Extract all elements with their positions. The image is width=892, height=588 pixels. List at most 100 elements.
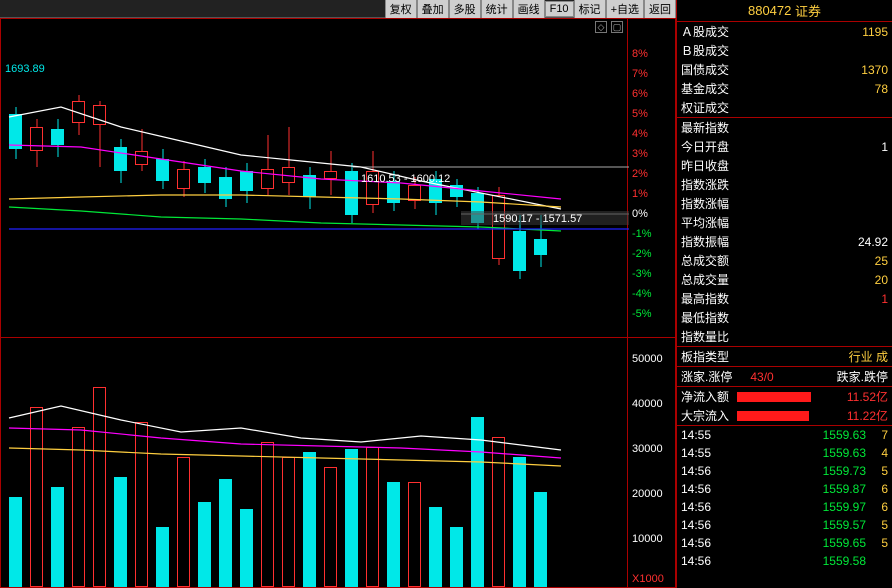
side-row: 国债成交1370 <box>677 60 892 79</box>
candle[interactable] <box>93 19 106 339</box>
volume-bar[interactable] <box>240 509 253 587</box>
tick-row: 14:551559.634 <box>677 444 892 462</box>
candle[interactable] <box>9 19 22 339</box>
candle-ytick: 4% <box>632 128 648 140</box>
volume-bar[interactable] <box>492 437 505 587</box>
toolbar-btn-2[interactable]: 多股 <box>449 0 481 19</box>
side-row: 最低指数 <box>677 308 892 327</box>
tick-price: 1559.63 <box>823 446 866 460</box>
tick-qty: 7 <box>866 428 888 442</box>
volume-bar[interactable] <box>219 479 232 587</box>
volume-bar[interactable] <box>177 457 190 587</box>
candle-ytick: -3% <box>632 268 652 280</box>
x1000-label: X1000 <box>632 573 664 585</box>
volume-bar[interactable] <box>282 457 295 587</box>
volume-bar[interactable] <box>513 457 526 587</box>
volume-bar[interactable] <box>156 527 169 587</box>
candle[interactable] <box>51 19 64 339</box>
volume-bar[interactable] <box>534 492 547 587</box>
candle[interactable] <box>114 19 127 339</box>
volume-bar[interactable] <box>345 449 358 587</box>
tick-qty: 6 <box>866 482 888 496</box>
candle[interactable] <box>324 19 337 339</box>
toolbar-btn-6[interactable]: 标记 <box>574 0 606 19</box>
toolbar-btn-7[interactable]: +自选 <box>606 0 644 19</box>
toolbar-btn-8[interactable]: 返回 <box>644 0 676 19</box>
volume-bar[interactable] <box>51 487 64 587</box>
zhangjia-row: 涨家.涨停 43/0 跌家.跌停 <box>677 367 892 386</box>
toolbar-btn-1[interactable]: 叠加 <box>417 0 449 19</box>
tick-time: 14:56 <box>681 554 729 568</box>
volume-panel[interactable] <box>0 338 628 588</box>
volume-bar[interactable] <box>366 447 379 587</box>
toolbar: 复权叠加多股统计画线F10标记+自选返回 <box>0 0 676 18</box>
volume-bar[interactable] <box>408 482 421 587</box>
volume-bar[interactable] <box>72 427 85 587</box>
row-val: 1 <box>881 292 888 306</box>
row-key: 平均涨幅 <box>681 214 729 231</box>
candle[interactable] <box>534 19 547 339</box>
tick-time: 14:56 <box>681 482 729 496</box>
toolbar-btn-3[interactable]: 统计 <box>481 0 513 19</box>
tick-row: 14:561559.655 <box>677 534 892 552</box>
box-icon[interactable]: ▢ <box>611 21 623 33</box>
row-val: 78 <box>875 82 888 96</box>
volume-bar[interactable] <box>261 442 274 587</box>
candle[interactable] <box>198 19 211 339</box>
diamond-icon[interactable]: ◇ <box>595 21 607 33</box>
candle[interactable] <box>450 19 463 339</box>
candle[interactable] <box>513 19 526 339</box>
volume-bar[interactable] <box>303 452 316 587</box>
flow-key: 大宗流入 <box>681 407 729 424</box>
toolbar-btn-4[interactable]: 画线 <box>513 0 545 19</box>
row-key: 昨日收盘 <box>681 157 729 174</box>
toolbar-btn-5[interactable]: F10 <box>545 1 574 17</box>
volume-bar[interactable] <box>198 502 211 587</box>
side-row: 指数涨幅 <box>677 194 892 213</box>
bankuai-right[interactable]: 行业 成 <box>849 348 888 365</box>
candle-ytick: 2% <box>632 168 648 180</box>
volume-bar[interactable] <box>93 387 106 587</box>
row-key: Ａ股成交 <box>681 23 729 40</box>
candle[interactable] <box>345 19 358 339</box>
candle[interactable] <box>303 19 316 339</box>
volume-bar[interactable] <box>429 507 442 587</box>
candlestick-panel[interactable]: ◇ ▢ 1693.89 1610.53 - 1600.121590.17 - 1… <box>0 18 628 338</box>
chart-area: ◇ ▢ 1693.89 1610.53 - 1600.121590.17 - 1… <box>0 18 676 588</box>
candle[interactable] <box>72 19 85 339</box>
tick-time: 14:56 <box>681 500 729 514</box>
candle[interactable] <box>240 19 253 339</box>
candle[interactable] <box>177 19 190 339</box>
volume-bar[interactable] <box>9 497 22 587</box>
volume-bar[interactable] <box>471 417 484 587</box>
volume-bar[interactable] <box>114 477 127 587</box>
candle[interactable] <box>156 19 169 339</box>
candle-ytick: 6% <box>632 88 648 100</box>
side-row: 昨日收盘 <box>677 156 892 175</box>
volume-yaxis: 5000040000300002000010000X1000 <box>628 338 676 588</box>
tick-qty: 5 <box>866 464 888 478</box>
candle[interactable] <box>30 19 43 339</box>
toolbar-btn-0[interactable]: 复权 <box>385 0 417 19</box>
volume-bar[interactable] <box>324 467 337 587</box>
candle[interactable] <box>135 19 148 339</box>
volume-bar[interactable] <box>387 482 400 587</box>
volume-bar[interactable] <box>30 407 43 587</box>
candle[interactable] <box>282 19 295 339</box>
candle[interactable] <box>219 19 232 339</box>
candle-ytick: 1% <box>632 188 648 200</box>
candle[interactable] <box>261 19 274 339</box>
flow-key: 净流入额 <box>681 388 729 405</box>
volume-bar[interactable] <box>135 422 148 587</box>
security-code: 880472 <box>748 3 791 18</box>
candle[interactable] <box>492 19 505 339</box>
side-row: 指数量比 <box>677 327 892 346</box>
side-row: 指数涨跌 <box>677 175 892 194</box>
candle[interactable] <box>471 19 484 339</box>
tick-row: 14:561559.876 <box>677 480 892 498</box>
volume-bar[interactable] <box>450 527 463 587</box>
tick-row: 14:561559.735 <box>677 462 892 480</box>
side-row: 今日开盘1 <box>677 137 892 156</box>
volume-ytick: 40000 <box>632 398 663 410</box>
row-key: 指数涨跌 <box>681 176 729 193</box>
